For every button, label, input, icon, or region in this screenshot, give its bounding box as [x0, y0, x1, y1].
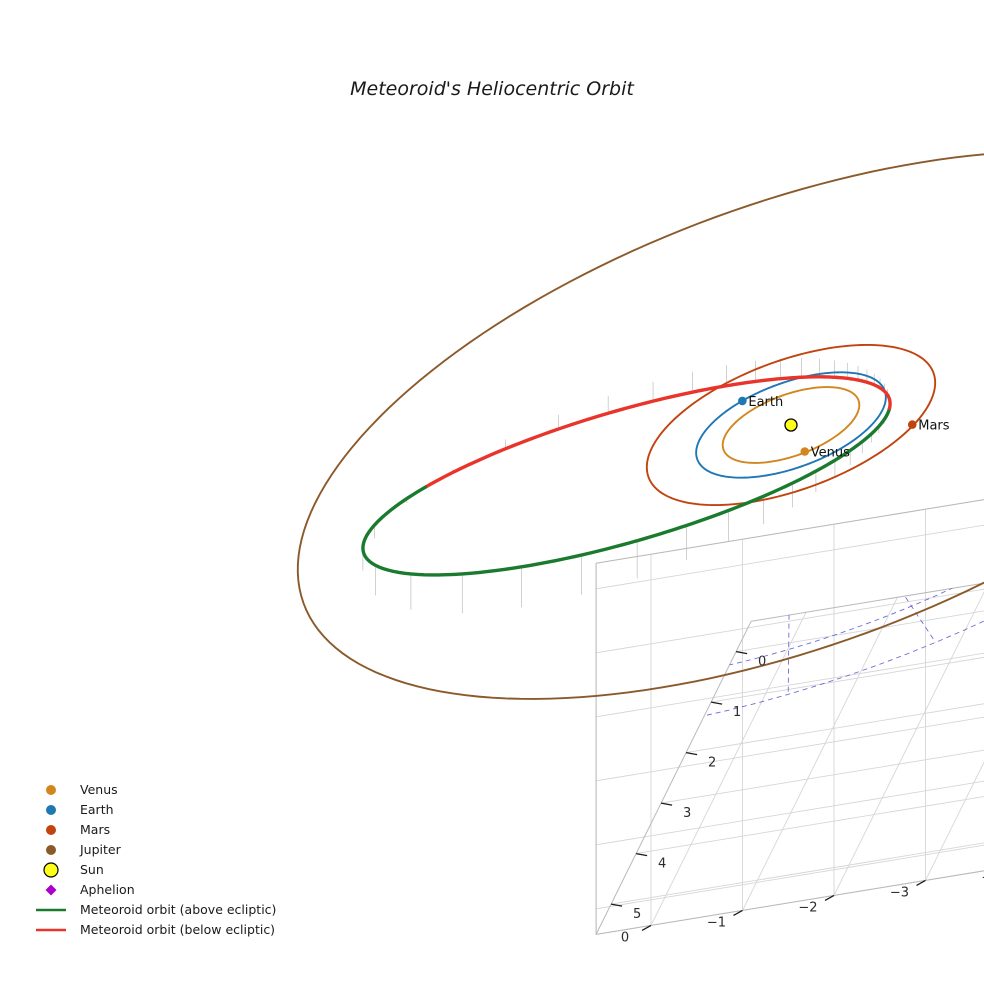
legend-item: Meteoroid orbit (below ecliptic)	[36, 922, 275, 937]
legend-item: Meteoroid orbit (above ecliptic)	[36, 902, 276, 917]
planet-orbits	[296, 153, 984, 700]
legend-item-label: Venus	[80, 782, 118, 797]
axis-ticks: −5−4−3−2−10012345210−1−2−3	[610, 650, 984, 945]
tick-label-x: −1	[707, 915, 726, 930]
tick-label-x: −3	[890, 885, 909, 900]
tick-label-y: 5	[633, 907, 641, 922]
label-earth: Earth	[748, 395, 783, 410]
body-sun	[784, 418, 798, 432]
meteoroid-below-ecliptic	[423, 375, 890, 489]
axes-gridlines	[595, 499, 984, 935]
legend-dot-swatch	[43, 862, 59, 878]
meteoroid-above-ecliptic	[361, 406, 892, 577]
legend-item-label: Meteoroid orbit (above ecliptic)	[80, 902, 276, 917]
orbit-jupiter	[296, 153, 984, 700]
body-venus	[800, 447, 810, 456]
legend-dot-swatch	[46, 845, 56, 855]
legend-item-label: Aphelion	[80, 882, 135, 897]
legend-item-label: Earth	[80, 802, 114, 817]
tick-label-y: 3	[683, 806, 691, 821]
legend-item: Earth	[46, 802, 114, 817]
orbit-venus	[721, 386, 861, 464]
legend-dot-swatch	[46, 785, 56, 795]
orbit-mars	[645, 343, 937, 507]
body-earth	[738, 396, 747, 406]
tick-label-y: 2	[708, 756, 716, 771]
label-mars: Mars	[918, 419, 950, 434]
orbit-stems	[362, 358, 891, 614]
legend-dot-swatch	[46, 825, 56, 835]
celestial-bodies: Venus Earth Mars	[738, 395, 950, 461]
axes-panes	[595, 499, 984, 935]
legend-item-label: Meteoroid orbit (below ecliptic)	[80, 922, 275, 937]
tick-label-y: 1	[733, 705, 741, 720]
legend-item-label: Jupiter	[79, 842, 122, 857]
legend-item: Aphelion	[45, 882, 135, 897]
legend-item: Mars	[46, 822, 110, 837]
legend-diamond-swatch	[45, 884, 57, 896]
tick-label-y: 0	[758, 655, 766, 670]
orbit-earth	[695, 371, 887, 479]
page-title: Meteoroid's Heliocentric Orbit	[350, 78, 635, 100]
tick-label-x: −4	[981, 870, 984, 885]
legend-item: Sun	[43, 862, 104, 878]
meteoroid-orbit	[361, 375, 892, 577]
meteoroid-below-ecliptic	[885, 393, 892, 410]
legend-item: Jupiter	[46, 842, 122, 857]
tick-label-y: 4	[658, 857, 666, 872]
legend-item-label: Sun	[80, 862, 104, 877]
legend: Venus Earth Mars Jupiter Sun Aphelion Meteoroi…	[36, 782, 276, 937]
legend-dot-swatch	[46, 805, 56, 815]
label-venus: Venus	[811, 446, 850, 461]
legend-item: Venus	[46, 782, 118, 797]
tick-label-x: −2	[798, 900, 817, 915]
legend-item-label: Mars	[80, 822, 110, 837]
body-mars	[907, 420, 917, 429]
tick-label-x: 0	[621, 930, 629, 945]
